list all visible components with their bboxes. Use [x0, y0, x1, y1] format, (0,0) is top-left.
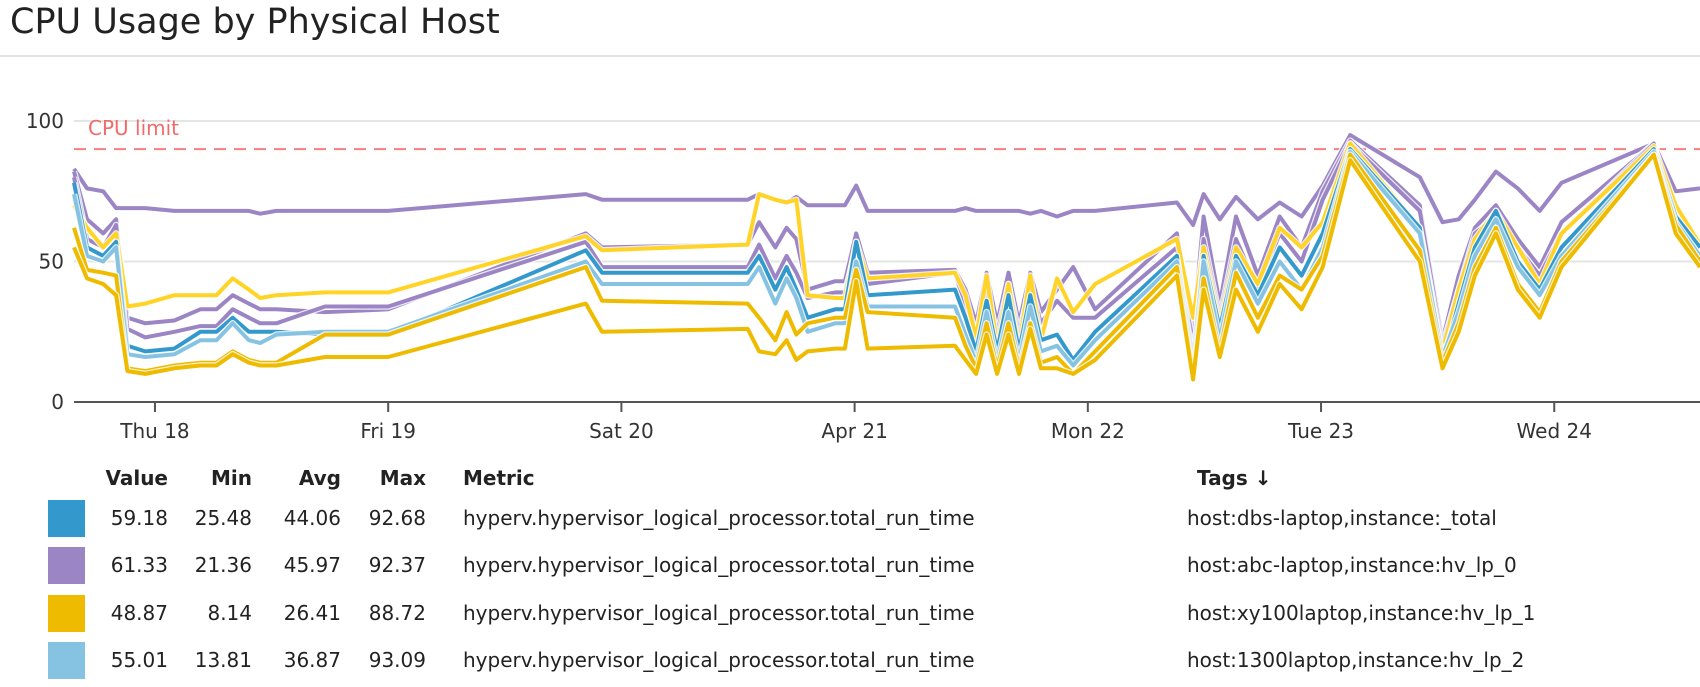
series-color-swatch — [48, 642, 85, 679]
tags-cell: host:xy100laptop,instance:hv_lp_1 — [1187, 601, 1536, 625]
legend-row[interactable]: 55.01 13.81 36.87 93.09 hyperv.hypervisor_lo… — [0, 640, 1700, 680]
metric-cell: hyperv.hypervisor_logical_processor.tota… — [463, 553, 975, 577]
series-line-halo — [71, 151, 1700, 383]
x-tick-label: Wed 24 — [1517, 419, 1592, 443]
y-tick-label: 100 — [26, 109, 64, 133]
x-tick-label: Thu 18 — [119, 419, 189, 443]
min-cell: 13.81 — [194, 648, 252, 672]
y-tick-label: 0 — [51, 390, 64, 414]
metric-cell: hyperv.hypervisor_logical_processor.tota… — [463, 506, 975, 530]
series-line — [72, 133, 1700, 227]
max-cell: 88.72 — [368, 601, 426, 625]
header-max[interactable]: Max — [379, 466, 426, 490]
header-value[interactable]: Value — [105, 466, 168, 490]
value-cell: 48.87 — [110, 601, 168, 625]
cpu-usage-chart: 0 50 100 CPU limit Thu 18 Fri 19 Sat 20 Apr 21 M… — [26, 109, 1700, 443]
avg-cell: 36.87 — [283, 648, 341, 672]
max-cell: 93.09 — [368, 648, 426, 672]
value-cell: 59.18 — [110, 506, 168, 530]
value-cell: 61.33 — [110, 553, 168, 577]
series-line — [72, 152, 1700, 382]
header-tags[interactable]: Tags ↓ — [1197, 466, 1272, 490]
metric-cell: hyperv.hypervisor_logical_processor.tota… — [463, 601, 975, 625]
x-tick-label: Mon 22 — [1051, 419, 1125, 443]
tags-cell: host:dbs-laptop,instance:_total — [1187, 506, 1497, 530]
series-color-swatch — [48, 595, 85, 632]
cpu-limit-label: CPU limit — [88, 116, 179, 140]
avg-cell: 45.97 — [283, 553, 341, 577]
tags-cell: host:1300laptop,instance:hv_lp_2 — [1187, 648, 1525, 672]
min-cell: 21.36 — [194, 553, 252, 577]
value-cell: 55.01 — [110, 648, 168, 672]
min-cell: 8.14 — [207, 601, 252, 625]
x-tick-label: Tue 23 — [1287, 419, 1354, 443]
header-min[interactable]: Min — [211, 466, 252, 490]
header-avg[interactable]: Avg — [298, 466, 341, 490]
x-tick-label: Fri 19 — [360, 419, 416, 443]
legend-header: Value Min Avg Max Metric Tags ↓ — [0, 458, 1700, 498]
x-tick-label: Apr 21 — [821, 419, 887, 443]
min-cell: 25.48 — [194, 506, 252, 530]
avg-cell: 26.41 — [283, 601, 341, 625]
max-cell: 92.37 — [368, 553, 426, 577]
legend-row[interactable]: 59.18 25.48 44.06 92.68 hyperv.hypervisor_lo… — [0, 498, 1700, 538]
tags-cell: host:abc-laptop,instance:hv_lp_0 — [1187, 553, 1517, 577]
chart-title: CPU Usage by Physical Host — [10, 2, 500, 42]
y-tick-label: 50 — [39, 250, 64, 274]
avg-cell: 44.06 — [283, 506, 341, 530]
series-color-swatch — [48, 547, 85, 584]
max-cell: 92.68 — [368, 506, 426, 530]
title-divider — [0, 55, 1700, 57]
series-color-swatch — [48, 500, 85, 537]
header-metric[interactable]: Metric — [463, 466, 535, 490]
x-tick-label: Sat 20 — [589, 419, 654, 443]
legend-row[interactable]: 48.87 8.14 26.41 88.72 hyperv.hypervisor_log… — [0, 593, 1700, 633]
metric-cell: hyperv.hypervisor_logical_processor.tota… — [463, 648, 975, 672]
legend-row[interactable]: 61.33 21.36 45.97 92.37 hyperv.hypervisor_lo… — [0, 545, 1700, 585]
